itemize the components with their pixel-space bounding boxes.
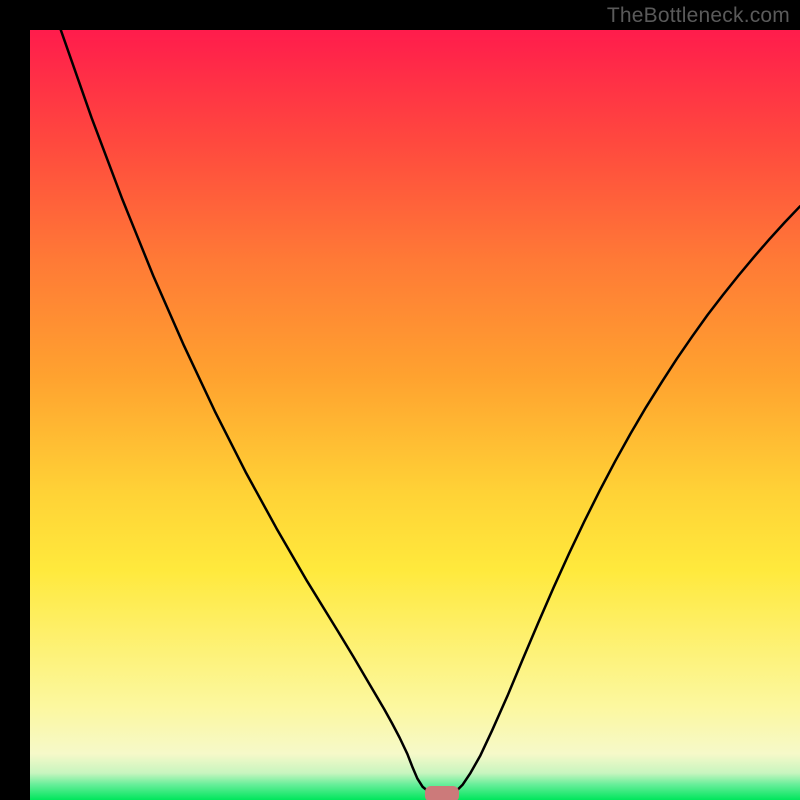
optimal-marker — [425, 786, 460, 800]
bottleneck-curve-chart — [30, 30, 800, 800]
chart-container: TheBottleneck.com — [0, 0, 800, 800]
plot-area — [30, 30, 800, 800]
gradient-background — [30, 30, 800, 800]
watermark-text: TheBottleneck.com — [607, 4, 790, 28]
